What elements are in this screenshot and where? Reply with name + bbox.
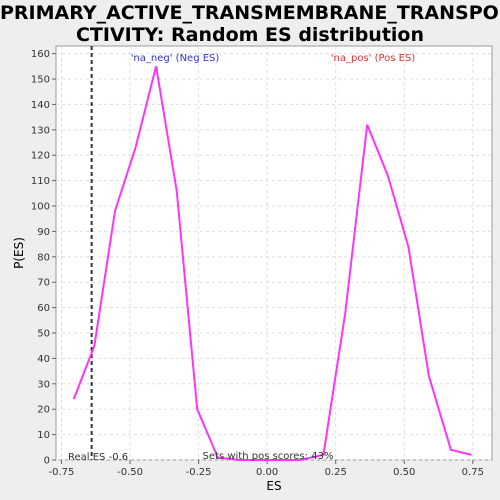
x-tick-label: -0.25 <box>186 467 212 478</box>
grid <box>56 46 492 461</box>
y-tick-label: 70 <box>37 278 50 289</box>
y-tick-label: 50 <box>37 329 50 340</box>
y-tick-label: 20 <box>37 405 50 416</box>
series-line <box>72 66 472 461</box>
y-tick-label: 80 <box>37 252 50 263</box>
plot-area <box>55 45 493 461</box>
y-tick-label: 130 <box>31 125 50 136</box>
real-es-label: Real ES -0.6 <box>68 452 128 463</box>
y-tick-label: 30 <box>37 379 50 390</box>
y-tick-label: 10 <box>37 430 50 441</box>
y-tick-label: 120 <box>31 151 50 162</box>
y-tick-label: 160 <box>31 49 50 60</box>
y-tick-label: 140 <box>31 100 50 111</box>
x-tick-label: 0.00 <box>256 467 278 478</box>
y-tick-label: 40 <box>37 354 50 365</box>
y-tick-label: 60 <box>37 303 50 314</box>
sets-pos-scores-label: Sets with pos scores: 43% <box>203 451 334 462</box>
axis-ticks: 0 10 20 30 40 50 60 70 80 90 100 110 120 130 140 150 160… <box>31 49 484 478</box>
x-axis-label: ES <box>266 479 281 493</box>
x-tick-label: 0.75 <box>462 467 484 478</box>
y-tick-label: 150 <box>31 75 50 86</box>
x-tick-label: 0.25 <box>325 467 347 478</box>
neg-es-label: 'na_neg' (Neg ES) <box>131 53 220 64</box>
y-tick-label: 110 <box>31 176 50 187</box>
pos-es-label: 'na_pos' (Pos ES) <box>331 53 416 64</box>
chart-title-line-2: CTIVITY: Random ES distribution <box>75 24 425 46</box>
x-tick-label: -0.75 <box>49 467 75 478</box>
chart-title-line-1: PRIMARY_ACTIVE_TRANSMEMBRANE_TRANSPORTER… <box>0 2 500 24</box>
x-tick-label: -0.50 <box>117 467 143 478</box>
x-tick-label: 0.50 <box>393 467 415 478</box>
y-tick-label: 0 <box>44 456 50 467</box>
y-tick-label: 90 <box>37 227 50 238</box>
y-tick-label: 100 <box>31 202 50 213</box>
y-axis-label: P(ES) <box>12 237 26 269</box>
